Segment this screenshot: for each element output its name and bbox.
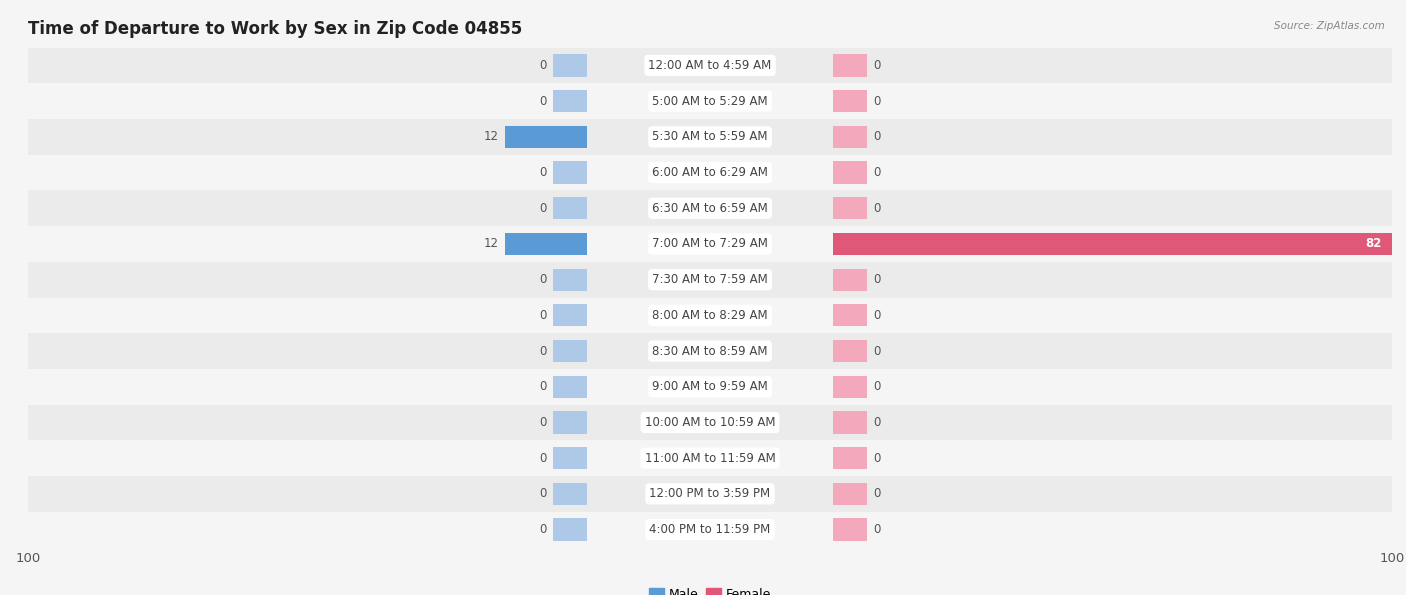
Bar	[832, 126, 868, 148]
Text: 12: 12	[484, 237, 499, 250]
Text: 9:00 AM to 9:59 AM: 9:00 AM to 9:59 AM	[652, 380, 768, 393]
Bar	[553, 483, 588, 505]
Legend: Male, Female: Male, Female	[644, 583, 776, 595]
Text: 0: 0	[873, 345, 882, 358]
Text: 0: 0	[538, 487, 547, 500]
Text: 8:30 AM to 8:59 AM: 8:30 AM to 8:59 AM	[652, 345, 768, 358]
Bar	[28, 333, 1392, 369]
Bar	[832, 161, 868, 184]
Bar	[28, 512, 1392, 547]
Bar	[832, 233, 1392, 255]
Bar	[28, 155, 1392, 190]
Text: 6:00 AM to 6:29 AM: 6:00 AM to 6:29 AM	[652, 166, 768, 179]
Bar	[506, 233, 588, 255]
Bar	[28, 440, 1392, 476]
Text: 0: 0	[538, 273, 547, 286]
Text: 5:00 AM to 5:29 AM: 5:00 AM to 5:29 AM	[652, 95, 768, 108]
Bar	[832, 483, 868, 505]
Text: 11:00 AM to 11:59 AM: 11:00 AM to 11:59 AM	[645, 452, 775, 465]
Text: 0: 0	[873, 166, 882, 179]
Text: 0: 0	[538, 523, 547, 536]
Bar	[553, 340, 588, 362]
Bar	[553, 304, 588, 327]
Bar	[553, 375, 588, 398]
Bar	[553, 90, 588, 112]
Bar	[553, 518, 588, 541]
Text: 8:00 AM to 8:29 AM: 8:00 AM to 8:29 AM	[652, 309, 768, 322]
Bar	[28, 262, 1392, 298]
Text: 12:00 AM to 4:59 AM: 12:00 AM to 4:59 AM	[648, 59, 772, 72]
Bar	[832, 340, 868, 362]
Text: 0: 0	[873, 273, 882, 286]
Bar	[28, 119, 1392, 155]
Text: 0: 0	[873, 95, 882, 108]
Bar	[28, 405, 1392, 440]
Bar	[553, 268, 588, 291]
Text: 12: 12	[484, 130, 499, 143]
Text: 0: 0	[873, 202, 882, 215]
Bar	[553, 411, 588, 434]
Bar	[28, 83, 1392, 119]
Bar	[28, 226, 1392, 262]
Text: 0: 0	[873, 487, 882, 500]
Text: 82: 82	[1365, 237, 1382, 250]
Bar	[832, 447, 868, 469]
Text: 0: 0	[538, 166, 547, 179]
Text: 5:30 AM to 5:59 AM: 5:30 AM to 5:59 AM	[652, 130, 768, 143]
Text: Time of Departure to Work by Sex in Zip Code 04855: Time of Departure to Work by Sex in Zip …	[28, 20, 523, 37]
Bar	[553, 54, 588, 77]
Bar	[28, 298, 1392, 333]
Text: 7:00 AM to 7:29 AM: 7:00 AM to 7:29 AM	[652, 237, 768, 250]
Text: 0: 0	[538, 345, 547, 358]
Text: 0: 0	[538, 95, 547, 108]
Text: 4:00 PM to 11:59 PM: 4:00 PM to 11:59 PM	[650, 523, 770, 536]
Text: 0: 0	[873, 309, 882, 322]
Text: 10:00 AM to 10:59 AM: 10:00 AM to 10:59 AM	[645, 416, 775, 429]
Bar	[832, 304, 868, 327]
Text: 0: 0	[873, 130, 882, 143]
Bar	[28, 476, 1392, 512]
Bar	[553, 197, 588, 220]
Text: 6:30 AM to 6:59 AM: 6:30 AM to 6:59 AM	[652, 202, 768, 215]
Text: 0: 0	[538, 416, 547, 429]
Text: 0: 0	[538, 309, 547, 322]
Bar	[832, 54, 868, 77]
Text: Source: ZipAtlas.com: Source: ZipAtlas.com	[1274, 21, 1385, 31]
Text: 0: 0	[538, 452, 547, 465]
Bar	[28, 48, 1392, 83]
Bar	[832, 375, 868, 398]
Text: 0: 0	[873, 416, 882, 429]
Bar	[832, 268, 868, 291]
Text: 0: 0	[873, 523, 882, 536]
Bar	[832, 411, 868, 434]
Text: 0: 0	[873, 380, 882, 393]
Bar	[832, 518, 868, 541]
Text: 12:00 PM to 3:59 PM: 12:00 PM to 3:59 PM	[650, 487, 770, 500]
Text: 0: 0	[538, 59, 547, 72]
Text: 7:30 AM to 7:59 AM: 7:30 AM to 7:59 AM	[652, 273, 768, 286]
Text: 0: 0	[538, 202, 547, 215]
Bar	[832, 197, 868, 220]
Text: 0: 0	[538, 380, 547, 393]
Bar	[553, 161, 588, 184]
Bar	[832, 90, 868, 112]
Bar	[28, 190, 1392, 226]
Text: 0: 0	[873, 59, 882, 72]
Text: 0: 0	[873, 452, 882, 465]
Bar	[553, 447, 588, 469]
Bar	[506, 126, 588, 148]
Bar	[28, 369, 1392, 405]
